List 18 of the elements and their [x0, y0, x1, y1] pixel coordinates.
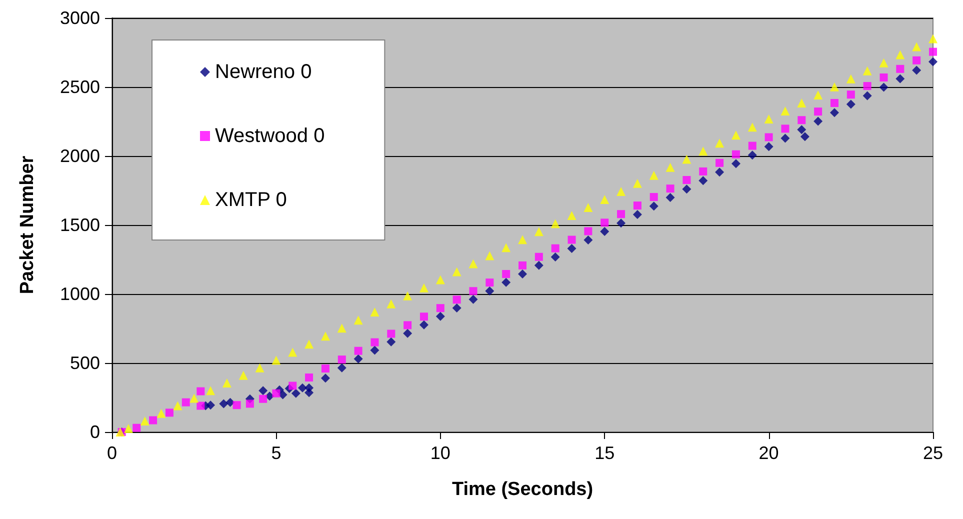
x-tick-label: 15	[594, 443, 615, 463]
legend-label: Newreno 0	[215, 61, 312, 83]
legend-label: XMTP 0	[215, 189, 287, 211]
x-tick-label: 5	[271, 443, 282, 463]
x-axis-title: Time (Seconds)	[452, 479, 594, 500]
x-tick-label: 10	[430, 443, 450, 463]
x-tick-label: 25	[922, 443, 944, 463]
y-axis-title: Packet Number	[17, 155, 38, 294]
y-tick-label: 3000	[60, 8, 100, 28]
x-tick-label: 20	[758, 443, 779, 463]
y-tick-label: 0	[90, 422, 100, 442]
legend-label: Westwood 0	[215, 125, 325, 147]
y-tick-label: 1500	[60, 215, 100, 235]
y-tick-label: 2500	[60, 77, 100, 97]
y-tick-label: 500	[70, 353, 100, 373]
y-tick-label: 2000	[60, 146, 100, 166]
y-tick-label: 1000	[60, 284, 100, 304]
x-tick-label: 0	[106, 443, 118, 463]
